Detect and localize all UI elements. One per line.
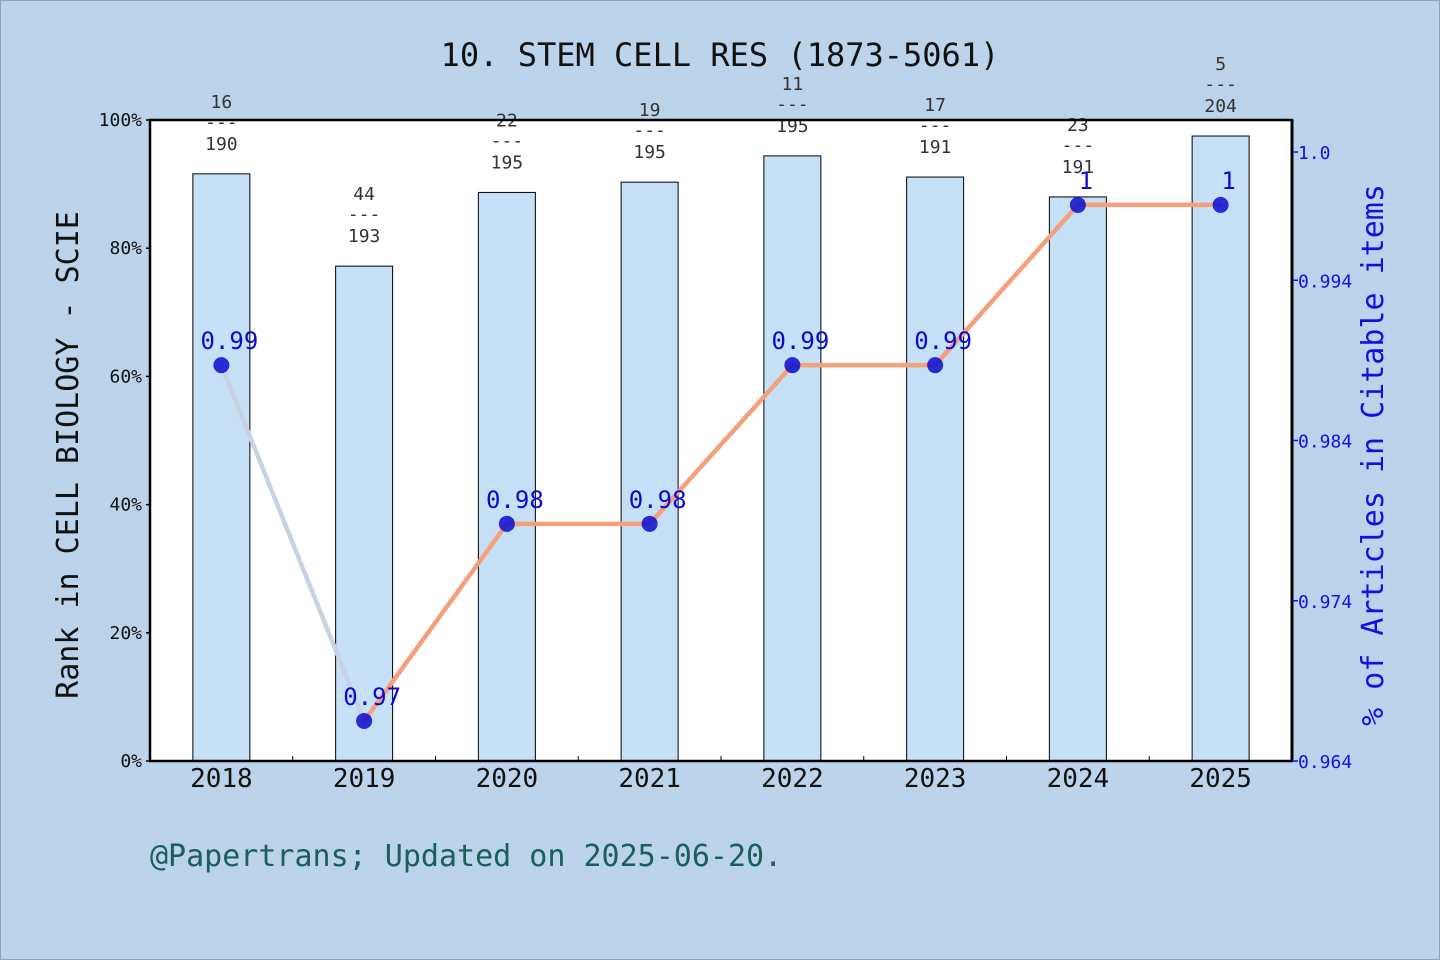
- right-axis-ticks: 0.964 0.974 0.984 0.994 1.0: [1292, 143, 1352, 773]
- x-tick-label: 2021: [618, 764, 681, 794]
- right-tick-label: 0.974: [1298, 592, 1352, 613]
- line-series-layer: [213, 196, 1229, 729]
- rank-label-top: 17: [924, 95, 946, 116]
- bar-2021: [620, 181, 679, 762]
- plot-area: [150, 120, 1292, 761]
- rank-label-top: 44: [353, 184, 375, 205]
- rank-label-bottom: 190: [205, 134, 238, 155]
- rank-label-top: 23: [1067, 115, 1089, 136]
- point-value-label: 1: [1079, 167, 1093, 195]
- bar-2020: [477, 191, 536, 762]
- left-tick-label: 60%: [109, 366, 142, 387]
- left-axis-ticks: 0% 20% 40% 60% 80% 100%: [99, 110, 150, 772]
- rank-label-bottom: 195: [491, 152, 524, 173]
- point-value-label: 0.98: [629, 486, 687, 514]
- bar-2018: [192, 173, 251, 762]
- rank-label-bottom: 191: [1062, 157, 1095, 178]
- line-segment: [647, 362, 795, 527]
- rank-label-separator: ---: [205, 112, 238, 133]
- line-point-2018: [213, 357, 230, 374]
- point-labels-layer: 0.99 0.97 0.98 0.98 0.99 0.99 1 1: [200, 167, 1235, 711]
- point-value-label: 1: [1221, 167, 1235, 195]
- line-point-2023: [927, 357, 944, 374]
- line-point-2022: [784, 357, 801, 374]
- rank-label-top: 11: [782, 74, 804, 95]
- x-tick-label: 2018: [190, 764, 253, 794]
- rank-label-separator: ---: [1062, 135, 1095, 156]
- rank-label-bottom: 191: [919, 137, 952, 158]
- rank-label-top: 16: [211, 92, 233, 113]
- line-point-2020: [498, 515, 515, 532]
- bar-2025: [1191, 135, 1250, 762]
- point-value-label: 0.97: [343, 683, 401, 711]
- rank-label-separator: ---: [491, 130, 524, 151]
- point-value-label: 0.99: [200, 327, 258, 355]
- chart-title: 10. STEM CELL RES (1873-5061): [441, 36, 1000, 74]
- rank-label-separator: ---: [633, 120, 666, 141]
- rank-label-separator: ---: [1204, 74, 1237, 95]
- rank-label-top: 19: [639, 100, 661, 121]
- line-point-2024: [1069, 196, 1086, 213]
- point-value-label: 0.98: [486, 486, 544, 514]
- x-axis-ticks: 2018 2019 2020 2021 2022 2023 2024 2025: [190, 756, 1252, 794]
- x-tick-label: 2020: [476, 764, 539, 794]
- x-tick-label: 2024: [1047, 764, 1110, 794]
- left-axis-label: Rank in CELL BIOLOGY - SCIE: [51, 211, 86, 699]
- left-tick-label: 40%: [109, 495, 142, 516]
- rank-label-separator: ---: [919, 115, 952, 136]
- rank-label-bottom: 204: [1204, 96, 1237, 117]
- point-value-label: 0.99: [914, 327, 972, 355]
- left-tick-label: 0%: [120, 751, 142, 772]
- line-segment: [361, 521, 510, 724]
- line-segment: [219, 362, 367, 724]
- rank-label-top: 5: [1215, 54, 1226, 75]
- point-value-label: 0.99: [771, 327, 829, 355]
- rank-label-bottom: 195: [633, 142, 666, 163]
- rank-label-separator: ---: [776, 94, 809, 115]
- left-tick-label: 20%: [109, 623, 142, 644]
- line-segment: [932, 202, 1081, 368]
- left-tick-label: 80%: [109, 238, 142, 259]
- x-tick-label: 2019: [333, 764, 396, 794]
- left-tick-label: 100%: [99, 110, 143, 131]
- line-point-2019: [356, 712, 373, 729]
- bar-2023: [906, 176, 965, 762]
- bar-2022: [763, 155, 822, 762]
- line-point-2021: [641, 515, 658, 532]
- x-tick-label: 2025: [1189, 764, 1252, 794]
- bars-layer: [192, 135, 1250, 762]
- right-tick-label: 0.984: [1298, 432, 1352, 453]
- line-point-2025: [1212, 196, 1229, 213]
- x-tick-label: 2022: [761, 764, 824, 794]
- x-tick-label: 2023: [904, 764, 967, 794]
- footer-credit: @Papertrans; Updated on 2025-06-20.: [150, 839, 782, 874]
- right-tick-label: 0.994: [1298, 271, 1352, 292]
- rank-label-separator: ---: [348, 204, 381, 225]
- right-axis-label: % of Articles in Citable items: [1356, 184, 1391, 726]
- right-tick-label: 0.964: [1298, 752, 1352, 773]
- rank-label-bottom: 193: [348, 226, 381, 247]
- right-tick-label: 1.0: [1298, 143, 1331, 164]
- rank-labels-layer: 16---19044---19322---19519---19511---195…: [205, 54, 1237, 247]
- bar-2024: [1048, 196, 1107, 762]
